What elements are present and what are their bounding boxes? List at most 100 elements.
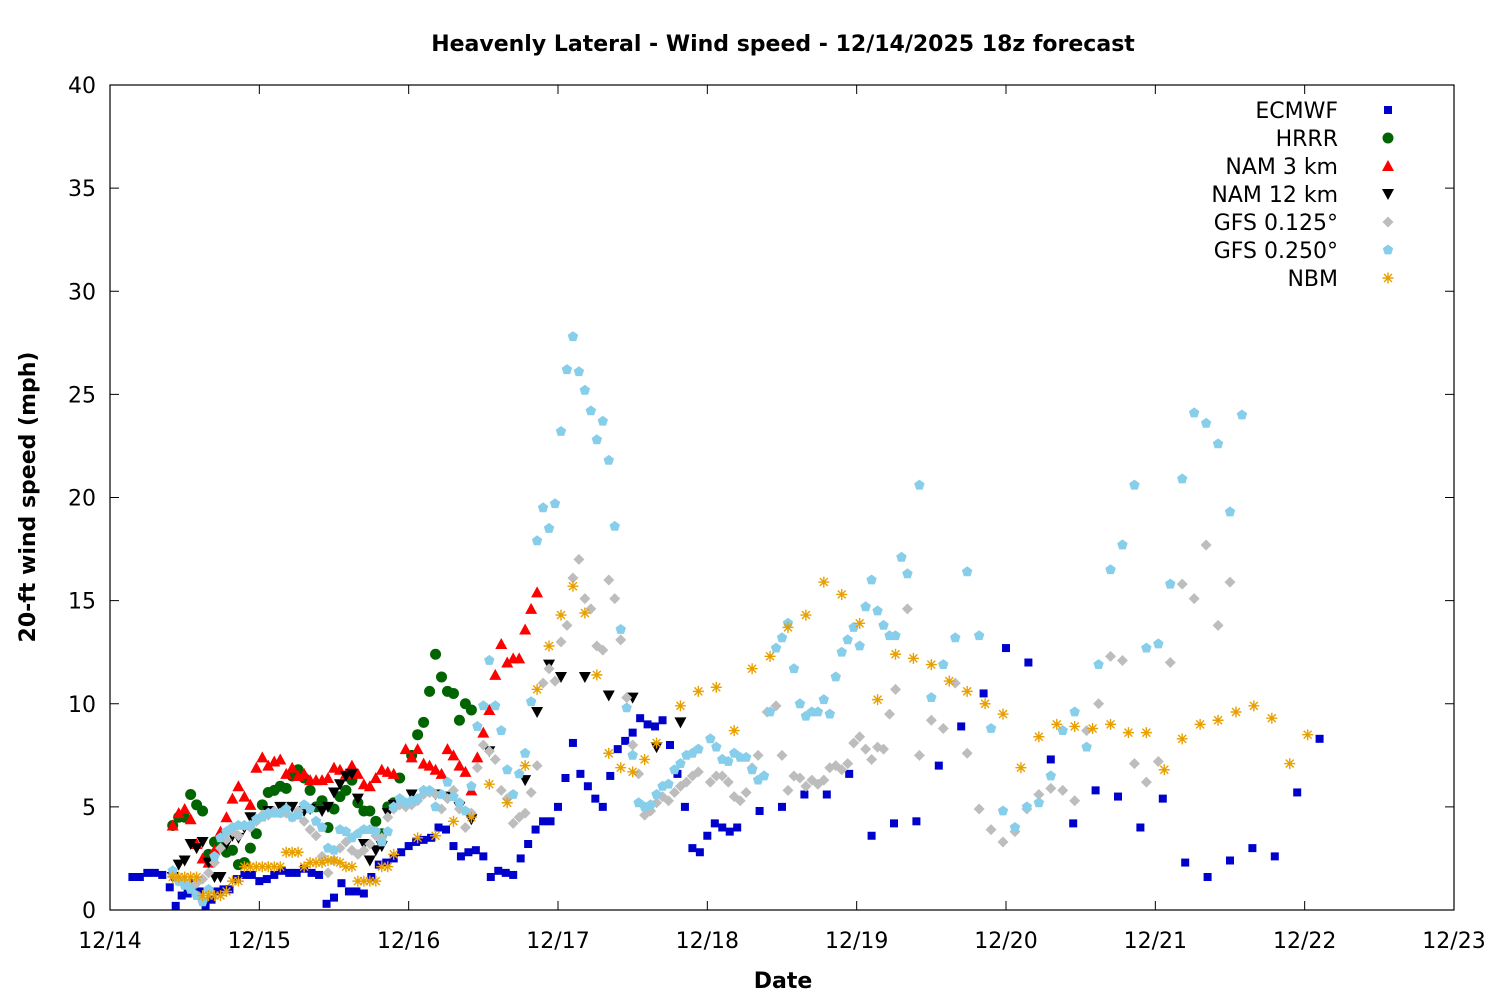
point-nam-3-km	[178, 802, 191, 814]
point-gfs-0-125	[818, 774, 830, 786]
point-nbm	[979, 698, 991, 710]
point-gfs-0-250	[651, 789, 662, 799]
point-nbm	[555, 609, 567, 621]
point-gfs-0-125	[889, 683, 901, 695]
point-nbm	[382, 861, 394, 873]
point-gfs-0-125	[459, 822, 471, 833]
point-nbm	[1122, 727, 1134, 739]
point-nam-3-km	[525, 602, 538, 614]
point-gfs-0-125	[848, 737, 860, 749]
point-gfs-0-125	[800, 780, 812, 792]
point-gfs-0-125	[477, 739, 489, 751]
point-gfs-0-125	[483, 745, 495, 757]
point-gfs-0-250	[555, 426, 567, 436]
point-nbm	[412, 832, 424, 844]
point-gfs-0-250	[1141, 642, 1152, 653]
point-nam-3-km	[363, 780, 376, 792]
point-nbm	[615, 762, 627, 774]
point-gfs-0-125	[866, 753, 878, 765]
point-gfs-0-125	[1057, 784, 1069, 796]
legend-marker-nam-3-km	[1382, 160, 1394, 171]
point-gfs-0-250	[472, 720, 483, 731]
point-nbm	[256, 861, 268, 873]
point-nbm	[203, 890, 215, 902]
point-nbm	[907, 652, 919, 664]
point-gfs-0-125	[1152, 756, 1164, 767]
point-gfs-0-250	[537, 502, 549, 513]
point-gfs-0-250	[615, 624, 626, 634]
point-gfs-0-125	[1105, 650, 1117, 662]
legend-label-ecmwf: ECMWF	[1255, 99, 1338, 124]
point-gfs-0-250	[938, 659, 949, 669]
point-nbm	[376, 861, 388, 873]
point-ecmwf	[890, 819, 898, 828]
point-nbm	[1015, 762, 1027, 774]
point-ecmwf	[1069, 819, 1078, 828]
point-nbm	[197, 890, 209, 902]
point-ecmwf	[330, 893, 338, 902]
x-tick-label: 12/17	[526, 929, 589, 954]
point-ecmwf	[397, 848, 406, 857]
point-nbm	[262, 861, 274, 873]
point-gfs-0-250	[627, 749, 638, 760]
point-ecmwf	[207, 895, 216, 904]
y-tick-label: 15	[68, 590, 96, 615]
point-nam-12-km	[214, 872, 227, 883]
point-gfs-0-250	[914, 479, 925, 490]
point-ecmwf	[524, 840, 533, 848]
point-nbm	[483, 778, 495, 790]
x-axis-label: Date	[754, 969, 813, 994]
point-nam-3-km	[447, 749, 460, 761]
point-gfs-0-250	[502, 764, 513, 775]
point-gfs-0-125	[232, 830, 244, 842]
point-nbm	[1212, 714, 1224, 726]
point-ecmwf	[150, 868, 159, 877]
point-gfs-0-250	[723, 756, 734, 766]
point-nam-3-km	[459, 765, 472, 777]
point-nbm	[519, 760, 531, 772]
legend-label-gfs-0-125: GFS 0.125°	[1214, 211, 1338, 236]
point-ecmwf	[501, 868, 510, 877]
point-gfs-0-125	[901, 603, 913, 615]
point-nam-3-km	[322, 772, 335, 783]
point-ecmwf	[165, 883, 174, 892]
point-nam-3-km	[489, 668, 502, 680]
point-nam-12-km	[244, 812, 257, 824]
point-gfs-0-125	[997, 836, 1009, 848]
point-nam-3-km	[232, 780, 245, 792]
point-ecmwf	[464, 848, 473, 857]
point-nam-3-km	[286, 761, 299, 773]
point-nbm	[322, 855, 334, 866]
point-ecmwf	[554, 802, 562, 811]
point-gfs-0-125	[579, 593, 591, 605]
point-gfs-0-125	[734, 795, 746, 807]
point-gfs-0-250	[758, 770, 770, 781]
point-ecmwf	[1181, 858, 1190, 867]
point-ecmwf	[1024, 658, 1033, 667]
point-nam-3-km	[423, 759, 436, 771]
point-gfs-0-250	[830, 671, 841, 682]
point-ecmwf	[486, 873, 495, 881]
point-nbm	[674, 700, 686, 712]
point-gfs-0-250	[1224, 506, 1236, 517]
point-nbm	[943, 675, 955, 687]
y-tick-label: 0	[82, 899, 96, 924]
point-ecmwf	[666, 741, 674, 749]
point-nam-3-km	[405, 751, 418, 763]
point-hrrr	[226, 844, 238, 856]
point-nbm	[782, 621, 794, 633]
point-hrrr	[453, 714, 465, 726]
point-ecmwf	[177, 891, 186, 900]
point-gfs-0-125	[1069, 795, 1081, 807]
point-nbm	[250, 861, 262, 873]
point-gfs-0-125	[597, 644, 609, 656]
point-ecmwf	[344, 887, 353, 896]
point-nam-12-km	[196, 836, 209, 848]
point-gfs-0-250	[412, 793, 423, 804]
point-gfs-0-250	[508, 789, 519, 799]
point-gfs-0-125	[878, 743, 890, 755]
point-gfs-0-125	[531, 760, 543, 772]
point-nbm	[1248, 700, 1260, 712]
point-gfs-0-125	[663, 795, 675, 807]
point-gfs-0-125	[1093, 698, 1105, 710]
